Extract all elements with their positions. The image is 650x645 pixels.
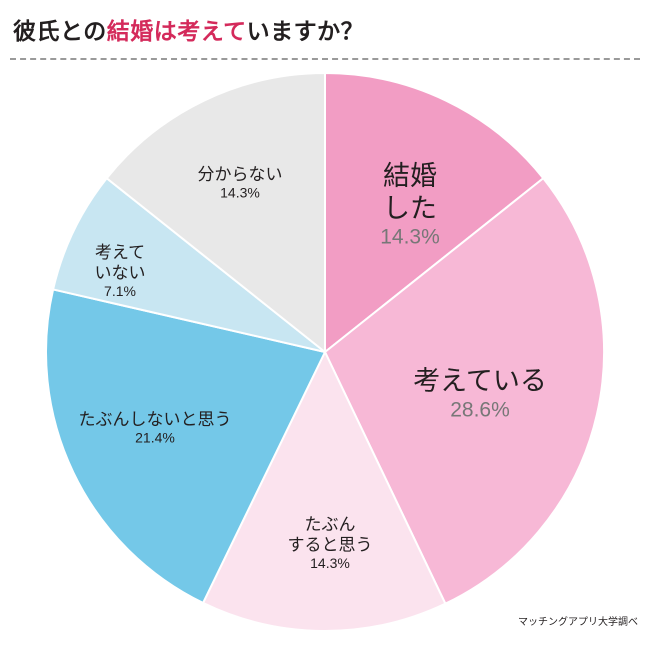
title-part1: 彼氏との (13, 19, 107, 45)
slice-value-label: 7.1% (104, 283, 136, 299)
title-divider (10, 58, 640, 60)
slice-label: 分からない (198, 165, 283, 185)
pie-slice (324, 71, 545, 355)
slice-value-label: 14.3% (310, 555, 350, 571)
slice-label: 考えて (95, 243, 145, 263)
slice-label: 考えている (413, 366, 547, 397)
pie-slice (105, 71, 326, 355)
slice-value-label: 14.3% (380, 226, 440, 249)
slice-label: いない (95, 263, 146, 283)
source-note: マッチングアプリ大学調べ (518, 617, 638, 628)
slice-label: たぶん (305, 515, 356, 535)
pie-slice (45, 288, 327, 605)
slice-label: した (383, 193, 437, 224)
pie-slice (51, 176, 326, 353)
title-part2: いますか？ (246, 19, 365, 45)
slice-label: 結婚 (383, 161, 437, 192)
pie-slice (201, 349, 447, 632)
chart-title: 彼氏との結婚は考えていますか？ (13, 12, 364, 46)
slice-label: たぶんしないと思う (79, 410, 232, 430)
slice-label: すると思う (288, 535, 373, 555)
slice-value-label: 28.6% (450, 398, 510, 421)
title-highlight: 結婚は考えて (106, 19, 247, 45)
slice-value-label: 14.3% (220, 185, 260, 201)
slice-value-label: 21.4% (135, 430, 175, 446)
